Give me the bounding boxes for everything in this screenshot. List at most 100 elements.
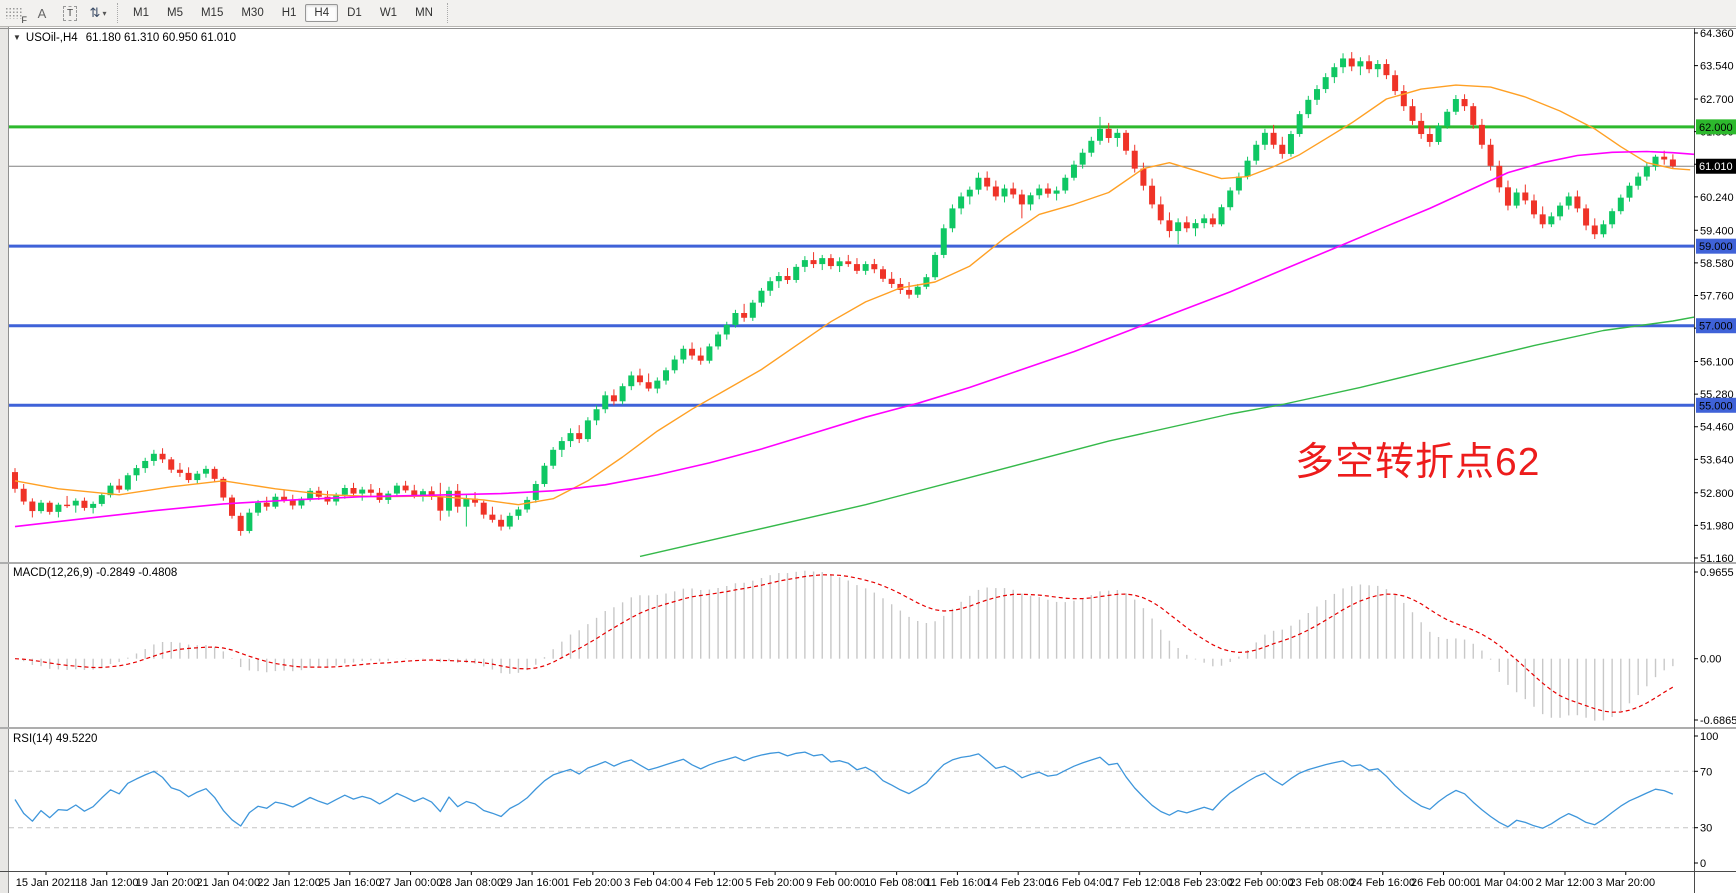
symbol-period-label[interactable]: ▼ USOil-,H4 61.180 61.310 60.950 61.010 — [13, 32, 236, 44]
axis-tick-label: 70 — [1700, 766, 1712, 778]
time-tick-label: 11 Feb 16:00 — [925, 877, 989, 889]
support-line-price-badge: 55.000 — [1696, 397, 1736, 413]
time-tick-label: 25 Jan 16:00 — [318, 877, 382, 889]
candle — [1201, 214, 1208, 229]
time-tick-label: 3 Mar 20:00 — [1596, 877, 1655, 889]
timeframe-button-m30[interactable]: M30 — [241, 7, 264, 19]
candle — [1565, 192, 1572, 210]
candle — [55, 502, 62, 518]
axis-tick-label: 60.240 — [1700, 192, 1734, 204]
candle — [628, 371, 635, 391]
candle — [741, 303, 748, 322]
candle — [567, 428, 574, 448]
candle — [1079, 148, 1086, 169]
svg-text:61.010: 61.010 — [1699, 161, 1733, 173]
rsi-name: RSI(14) — [13, 733, 53, 745]
candle — [20, 484, 27, 505]
candle — [142, 457, 149, 473]
candle — [1062, 174, 1069, 194]
candle — [1287, 130, 1294, 157]
timeframe-button-mn[interactable]: MN — [415, 7, 433, 19]
timeframe-button-w1[interactable]: W1 — [379, 7, 398, 19]
candle — [654, 377, 661, 394]
rsi-line — [14, 751, 1674, 829]
candle — [1392, 70, 1399, 96]
main-price-panel[interactable] — [9, 52, 1716, 558]
candle — [90, 501, 97, 514]
window-left-edge — [0, 27, 8, 893]
axis-tick-label: 63.540 — [1700, 61, 1734, 73]
time-tick-label: 14 Feb 23:00 — [986, 877, 1051, 889]
timeframe-button-m15[interactable]: M15 — [200, 7, 224, 19]
time-tick-label: 18 Jan 12:00 — [75, 877, 139, 889]
candle — [1296, 110, 1303, 137]
collapse-triangle-icon[interactable]: ▼ — [13, 33, 21, 42]
candle — [1400, 85, 1407, 111]
timeframe-button-m5[interactable]: M5 — [166, 7, 183, 19]
candle — [749, 299, 756, 321]
chart-canvas[interactable]: 64.36063.54062.70061.88061.06060.24059.4… — [0, 27, 1736, 893]
macd-indicator-label: MACD(12,26,9) -0.2849 -0.4808 — [13, 567, 177, 579]
panel-splitter[interactable] — [0, 562, 1736, 564]
candle — [1235, 172, 1242, 195]
candle — [767, 277, 774, 296]
candle — [975, 172, 982, 195]
dropdown-caret-icon[interactable]: ▾ — [102, 8, 107, 18]
support-line-price-badge: 57.000 — [1696, 318, 1736, 334]
time-tick-label: 22 Jan 12:00 — [257, 877, 321, 889]
arrow-tools-icon[interactable]: ⇅ ▾ — [85, 1, 111, 25]
resistance-line-price-badge: 62.000 — [1696, 119, 1736, 135]
candle — [1227, 187, 1234, 211]
candle — [12, 468, 18, 493]
candle — [367, 484, 374, 496]
candle — [1209, 213, 1216, 228]
rsi-indicator-label: RSI(14) 49.5220 — [13, 733, 97, 745]
time-tick-label: 16 Feb 04:00 — [1046, 877, 1111, 889]
timeframe-buttons: M1 M5 M15 M30 H1 H4 D1 W1 MN — [124, 4, 442, 22]
time-tick-label: 19 Jan 20:00 — [136, 877, 200, 889]
axis-tick-label: 62.700 — [1700, 94, 1734, 106]
chart-text-annotation[interactable]: 多空转折点62 — [1295, 441, 1541, 484]
candle — [524, 496, 531, 513]
time-tick-label: 15 Jan 2021 — [16, 877, 77, 889]
candle — [827, 254, 834, 270]
timeframe-button-h1[interactable]: H1 — [281, 7, 297, 19]
timeframe-button-m1[interactable]: M1 — [133, 7, 149, 19]
candle — [914, 283, 921, 298]
candle — [671, 355, 678, 374]
axis-tick-label: 56.100 — [1700, 357, 1734, 369]
candle — [576, 425, 583, 444]
text-label-icon[interactable]: A — [29, 1, 55, 25]
candle — [862, 261, 869, 275]
time-tick-label: 17 Feb 12:00 — [1107, 877, 1172, 889]
candle — [1669, 154, 1676, 169]
candle — [446, 486, 452, 517]
candle — [1044, 183, 1051, 198]
indicators-grid-icon[interactable]: F — [1, 1, 27, 25]
svg-text:55.000: 55.000 — [1699, 400, 1733, 412]
panel-splitter[interactable] — [0, 727, 1736, 729]
timeframe-button-d1[interactable]: D1 — [347, 7, 362, 19]
price-axis[interactable]: 64.36063.54062.70061.88061.06060.24059.4… — [1694, 28, 1736, 870]
candle — [263, 496, 270, 511]
text-box-icon[interactable]: T — [57, 1, 83, 25]
ohlc-values-text: 61.180 61.310 60.950 61.010 — [85, 32, 236, 44]
time-tick-label: 29 Jan 16:00 — [500, 877, 564, 889]
candle — [1531, 194, 1537, 219]
candle — [1652, 154, 1659, 171]
candle — [168, 456, 175, 473]
candle — [341, 484, 348, 499]
chart-window[interactable]: 64.36063.54062.70061.88061.06060.24059.4… — [0, 27, 1736, 893]
candle — [1036, 184, 1043, 200]
macd-panel[interactable] — [14, 570, 1674, 721]
candle — [159, 448, 166, 463]
timeframe-button-h4[interactable]: H4 — [305, 4, 339, 22]
candle — [949, 204, 956, 233]
candle — [1583, 204, 1590, 231]
candle — [1192, 219, 1199, 237]
rsi-panel[interactable] — [14, 751, 1674, 829]
grid-f-label: F — [21, 15, 28, 25]
candle — [64, 495, 71, 508]
